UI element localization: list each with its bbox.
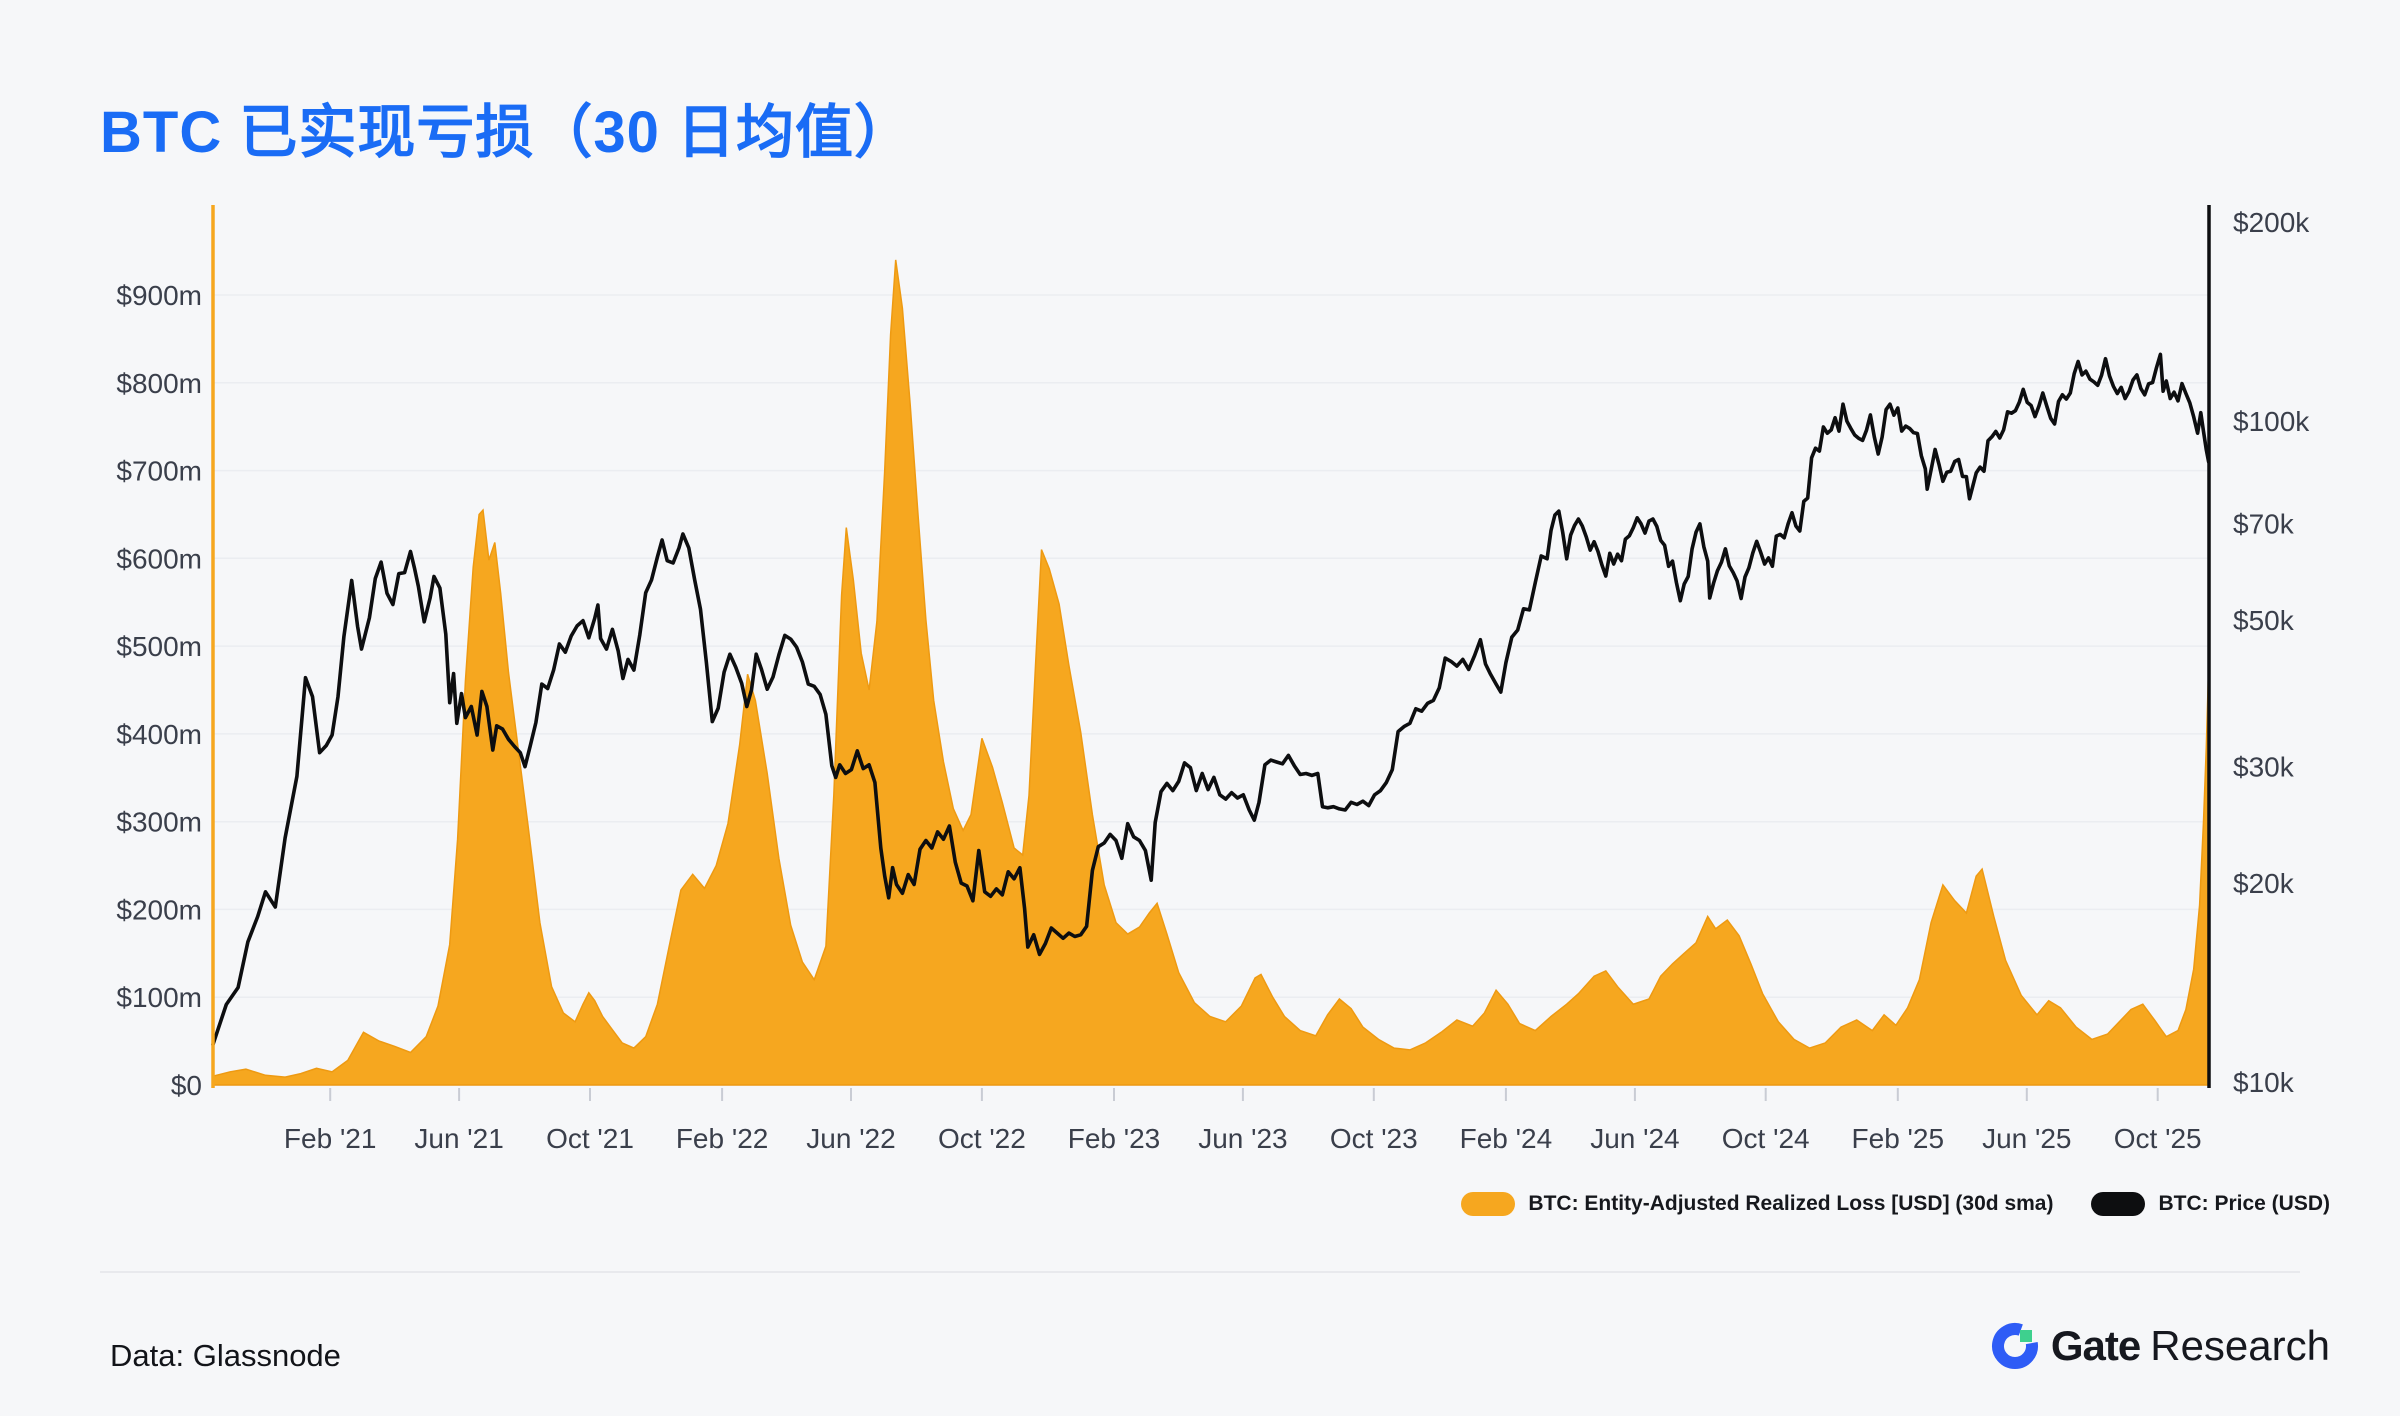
x-tick-label: Jun '22: [806, 1123, 895, 1154]
price-series-swatch: [2091, 1192, 2146, 1216]
y-right-tick-label: $200k: [2233, 207, 2310, 238]
y-left-tick-label: $100m: [116, 982, 202, 1013]
loss-area: [212, 259, 2210, 1086]
x-tick-label: Oct '25: [2114, 1123, 2202, 1154]
y-left-tick-label: $500m: [116, 631, 202, 662]
x-tick-label: Jun '24: [1590, 1123, 1679, 1154]
brand-name: Gate Research: [2050, 1322, 2330, 1369]
data-source-label: Data: Glassnode: [110, 1338, 341, 1373]
gate-research-logo: Gate Research: [1991, 1322, 2330, 1370]
y-right-tick-label: $10k: [2233, 1067, 2295, 1098]
x-tick-label: Feb '23: [1068, 1123, 1161, 1154]
x-tick-label: Feb '21: [284, 1123, 377, 1154]
y-left-tick-label: $300m: [116, 807, 202, 838]
chart-legend: BTC: Entity-Adjusted Realized Loss [USD]…: [1461, 1192, 2330, 1216]
x-tick-label: Jun '23: [1198, 1123, 1287, 1154]
y-left-tick-label: $400m: [116, 719, 202, 750]
x-tick-label: Oct '23: [1330, 1123, 1418, 1154]
footer-divider: [100, 1271, 2300, 1273]
price-series-label: BTC: Price (USD): [2158, 1192, 2330, 1215]
y-right-tick-label: $30k: [2233, 752, 2295, 783]
y-right-tick-label: $20k: [2233, 868, 2295, 899]
gate-logo-icon: [1991, 1323, 2038, 1369]
x-tick-label: Feb '24: [1460, 1123, 1553, 1154]
y-right-tick-label: $100k: [2233, 406, 2310, 437]
x-tick-label: Oct '21: [546, 1123, 634, 1154]
x-tick-label: Oct '24: [1722, 1123, 1810, 1154]
y-right-tick-label: $50k: [2233, 605, 2295, 636]
loss-series-label: BTC: Entity-Adjusted Realized Loss [USD]…: [1528, 1192, 2054, 1215]
loss-series-swatch: [1461, 1192, 1516, 1216]
y-left-tick-label: $600m: [116, 543, 202, 574]
x-tick-label: Feb '25: [1852, 1123, 1945, 1154]
x-tick-label: Jun '21: [414, 1123, 503, 1154]
legend-item-price: BTC: Price (USD): [2091, 1192, 2330, 1216]
x-tick-label: Oct '22: [938, 1123, 1026, 1154]
x-tick-label: Jun '25: [1982, 1123, 2071, 1154]
x-tick-label: Feb '22: [676, 1123, 769, 1154]
y-left-tick-label: $0: [171, 1070, 202, 1101]
y-left-tick-label: $700m: [116, 456, 202, 487]
y-left-tick-label: $900m: [116, 280, 202, 311]
y-left-tick-label: $200m: [116, 894, 202, 925]
legend-item-loss: BTC: Entity-Adjusted Realized Loss [USD]…: [1461, 1192, 2053, 1216]
y-left-tick-label: $800m: [116, 368, 202, 399]
page-title: BTC 已实现亏损（30 日均值）: [100, 99, 913, 165]
price-line: [211, 352, 2211, 1047]
y-right-tick-label: $70k: [2233, 509, 2295, 540]
